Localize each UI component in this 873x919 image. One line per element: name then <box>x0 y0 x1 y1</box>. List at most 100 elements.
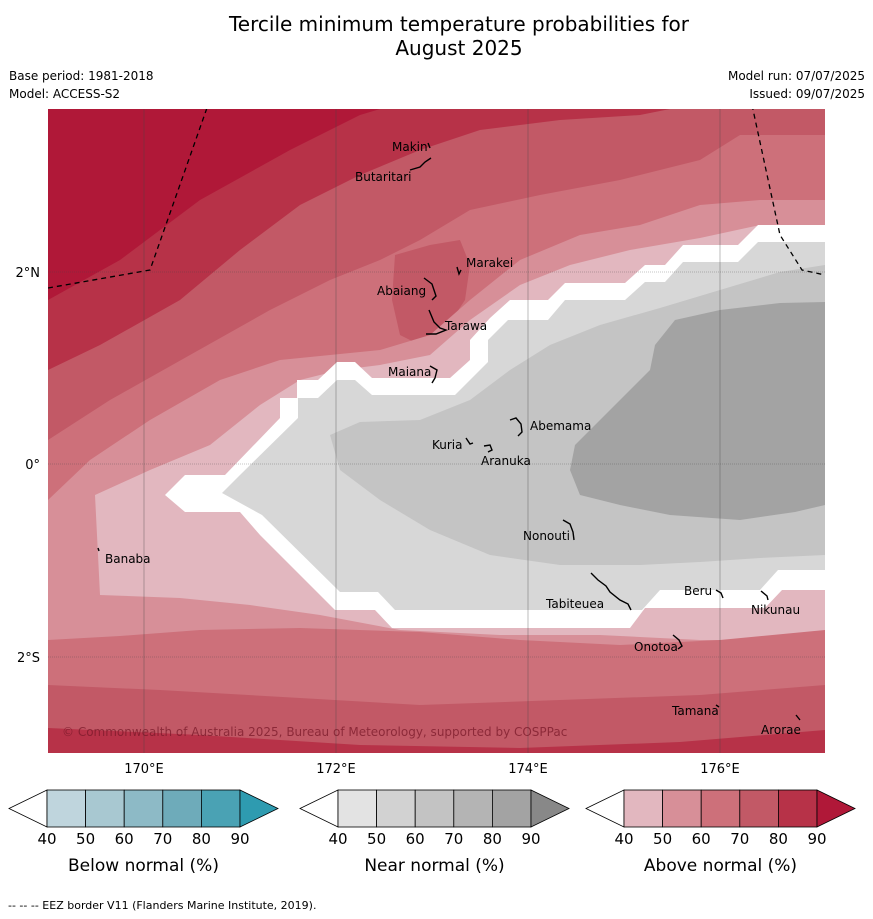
colorbar-extend-low <box>585 789 625 828</box>
colorbar-label: Below normal (%) <box>68 856 219 876</box>
model-name: Model: ACCESS-S2 <box>9 87 121 101</box>
colorbar-cell <box>739 789 779 828</box>
island-arorae <box>795 714 801 721</box>
colorbar-tick-label: 60 <box>115 830 134 848</box>
island-butaritari <box>409 157 432 171</box>
colorbar-label: Above normal (%) <box>644 856 797 876</box>
label-abaiang: Abaiang <box>377 284 426 298</box>
colorbar-tick-label: 40 <box>328 830 347 848</box>
label-abemama: Abemama <box>530 419 591 433</box>
colorbar-cell <box>123 789 164 828</box>
colorbar-cell <box>414 789 455 828</box>
eez-footnote: -- -- -- EEZ border V11 (Flanders Marine… <box>8 899 317 912</box>
colorbar-extend-low <box>8 789 48 828</box>
lon-axis-labels: 170°E 172°E 174°E 176°E <box>124 762 740 777</box>
colorbar-tick-label: 50 <box>76 830 95 848</box>
island-outlines <box>97 142 801 721</box>
colorbar-cell <box>623 789 663 828</box>
colorbar-cell <box>162 789 202 828</box>
colorbar-cell <box>662 789 702 828</box>
island-beru <box>715 589 724 599</box>
colorbar-tick-label: 50 <box>653 830 672 848</box>
colorbar-tick-label: 60 <box>406 830 425 848</box>
island-maiana <box>429 365 438 384</box>
lon-label-170: 170°E <box>124 762 164 777</box>
colorbar-cell <box>200 789 241 828</box>
colorbar-tick-label: 40 <box>37 830 56 848</box>
island-tamana <box>715 704 720 708</box>
map-panel: Makin Butaritari Marakei Abaiang Tarawa … <box>48 109 825 753</box>
colorbar-extend-high <box>239 789 279 828</box>
chart-title: Tercile minimum temperature probabilitie… <box>0 12 873 60</box>
island-onotoa <box>672 634 683 650</box>
island-nikunau <box>760 590 769 601</box>
colorbar-cell <box>778 789 818 828</box>
legend-above-normal: 40 50 60 70 80 90 Above normal (%) <box>585 789 856 876</box>
island-tabiteuea <box>590 572 632 611</box>
colorbar-cell <box>85 789 125 828</box>
label-aranuka: Aranuka <box>481 454 531 468</box>
title-line-2: August 2025 <box>395 36 523 60</box>
label-butaritari: Butaritari <box>355 170 412 184</box>
issued-date: Issued: 09/07/2025 <box>749 87 865 101</box>
label-nonouti: Nonouti <box>523 529 570 543</box>
colorbar-tick-label: 90 <box>230 830 249 848</box>
island-marakei <box>456 266 462 276</box>
colorbar-tick-label: 70 <box>444 830 463 848</box>
legend-near-normal: 40 50 60 70 80 90 Near normal (%) <box>299 789 570 876</box>
lat-label-2n: 2°N <box>16 266 41 281</box>
island-makin <box>427 142 431 149</box>
colorbar-tick-label: 90 <box>521 830 540 848</box>
colorbar-extend-high <box>530 789 570 828</box>
label-beru: Beru <box>684 584 712 598</box>
island-nonouti <box>562 519 575 541</box>
label-onotoa: Onotoa <box>634 640 678 654</box>
base-period: Base period: 1981-2018 <box>9 69 154 83</box>
island-abaiang <box>423 277 437 301</box>
colorbar-cell <box>700 789 741 828</box>
label-marakei: Marakei <box>466 256 513 270</box>
colorbar-tick-label: 60 <box>692 830 711 848</box>
colorbar-label: Near normal (%) <box>364 856 504 876</box>
title-line-1: Tercile minimum temperature probabilitie… <box>228 12 690 36</box>
island-tarawa <box>426 309 449 335</box>
meta-left: Base period: 1981-2018 Model: ACCESS-S2 <box>9 67 154 103</box>
southern-80 <box>48 728 825 753</box>
label-tabiteuea: Tabiteuea <box>545 597 604 611</box>
colorbar-cell <box>337 789 377 828</box>
label-banaba: Banaba <box>105 552 151 566</box>
lat-label-0: 0° <box>25 458 40 473</box>
colorbar-tick-label: 50 <box>367 830 386 848</box>
label-kuria: Kuria <box>432 438 463 452</box>
island-banaba <box>97 547 100 552</box>
near-70-region <box>570 302 825 520</box>
colorbar-cell <box>46 789 86 828</box>
colorbar-tick-label: 90 <box>807 830 826 848</box>
colorbar-tick-label: 80 <box>483 830 502 848</box>
copyright-notice: © Commonwealth of Australia 2025, Bureau… <box>62 725 567 739</box>
label-arorae: Arorae <box>761 723 801 737</box>
label-nikunau: Nikunau <box>751 603 800 617</box>
gridlines <box>143 109 721 753</box>
colorbar-extend-high <box>816 789 856 828</box>
lon-label-176: 176°E <box>700 762 740 777</box>
colorbar-tick-label: 70 <box>153 830 172 848</box>
lat-gridlines <box>48 271 825 658</box>
colorbar-cell <box>453 789 493 828</box>
place-labels: Makin Butaritari Marakei Abaiang Tarawa … <box>105 140 801 737</box>
colorbar-extend-low <box>299 789 339 828</box>
colorbar-tick-label: 80 <box>769 830 788 848</box>
label-makin: Makin <box>392 140 428 154</box>
lon-label-172: 172°E <box>316 762 356 777</box>
eez-borders <box>48 109 825 289</box>
colorbar-tick-label: 40 <box>614 830 633 848</box>
colorbar-tick-label: 70 <box>730 830 749 848</box>
label-maiana: Maiana <box>388 365 431 379</box>
lat-axis-labels: 2°N 0° 2°S <box>16 266 41 666</box>
colorbar-tick-label: 80 <box>192 830 211 848</box>
legend-below-normal: 40 50 60 70 80 90 Below normal (%) <box>8 789 279 876</box>
label-tarawa: Tarawa <box>444 319 487 333</box>
lon-label-174: 174°E <box>508 762 548 777</box>
island-aranuka <box>483 444 493 453</box>
